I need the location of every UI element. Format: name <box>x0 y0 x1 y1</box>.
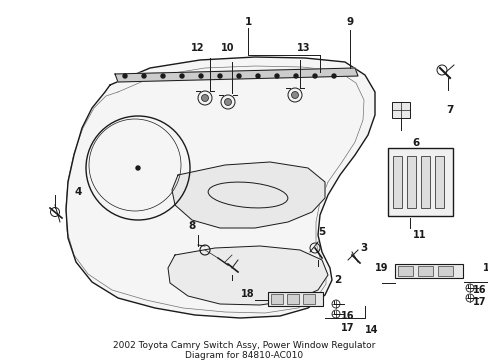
Bar <box>267 292 323 306</box>
Circle shape <box>274 74 279 78</box>
Text: 19: 19 <box>374 263 388 273</box>
Circle shape <box>180 74 183 78</box>
Bar <box>392 156 401 208</box>
Bar <box>434 156 443 208</box>
Text: 4: 4 <box>74 187 81 197</box>
Circle shape <box>199 74 203 78</box>
Bar <box>394 264 462 278</box>
Text: 6: 6 <box>411 138 419 148</box>
Text: 18: 18 <box>241 289 254 299</box>
Text: 11: 11 <box>412 230 426 240</box>
Text: 17: 17 <box>472 297 486 307</box>
Circle shape <box>161 74 164 78</box>
Circle shape <box>237 74 241 78</box>
Text: 1: 1 <box>244 17 251 27</box>
Polygon shape <box>66 57 374 318</box>
Text: Diagram for 84810-AC010: Diagram for 84810-AC010 <box>185 351 303 360</box>
Bar <box>270 294 283 304</box>
Text: 9: 9 <box>346 17 353 27</box>
Bar <box>406 156 415 208</box>
Circle shape <box>331 74 335 78</box>
Polygon shape <box>172 162 325 228</box>
Bar <box>391 102 409 118</box>
Text: 12: 12 <box>191 43 204 53</box>
Text: 5: 5 <box>318 227 325 237</box>
Bar <box>397 266 412 276</box>
Circle shape <box>142 74 146 78</box>
Circle shape <box>218 74 222 78</box>
Text: 16: 16 <box>472 285 486 295</box>
Circle shape <box>224 99 231 105</box>
Circle shape <box>291 91 298 99</box>
Bar <box>437 266 452 276</box>
Text: 2: 2 <box>334 275 341 285</box>
Circle shape <box>293 74 297 78</box>
Bar <box>286 294 298 304</box>
Circle shape <box>201 94 208 102</box>
Text: 13: 13 <box>297 43 310 53</box>
Circle shape <box>312 74 316 78</box>
Bar <box>420 156 429 208</box>
Bar <box>303 294 314 304</box>
Text: 7: 7 <box>446 105 453 115</box>
Circle shape <box>256 74 260 78</box>
Bar <box>417 266 432 276</box>
Text: 3: 3 <box>360 243 367 253</box>
Text: 10: 10 <box>221 43 234 53</box>
Text: 16: 16 <box>341 311 354 321</box>
Bar <box>387 148 452 216</box>
Polygon shape <box>168 246 327 305</box>
Text: 14: 14 <box>365 325 378 335</box>
Text: 2002 Toyota Camry Switch Assy, Power Window Regulator: 2002 Toyota Camry Switch Assy, Power Win… <box>113 341 375 350</box>
Circle shape <box>136 166 140 170</box>
Polygon shape <box>115 68 357 82</box>
Text: 15: 15 <box>482 263 488 273</box>
Circle shape <box>123 74 127 78</box>
Text: 17: 17 <box>341 323 354 333</box>
Text: 8: 8 <box>188 221 195 231</box>
